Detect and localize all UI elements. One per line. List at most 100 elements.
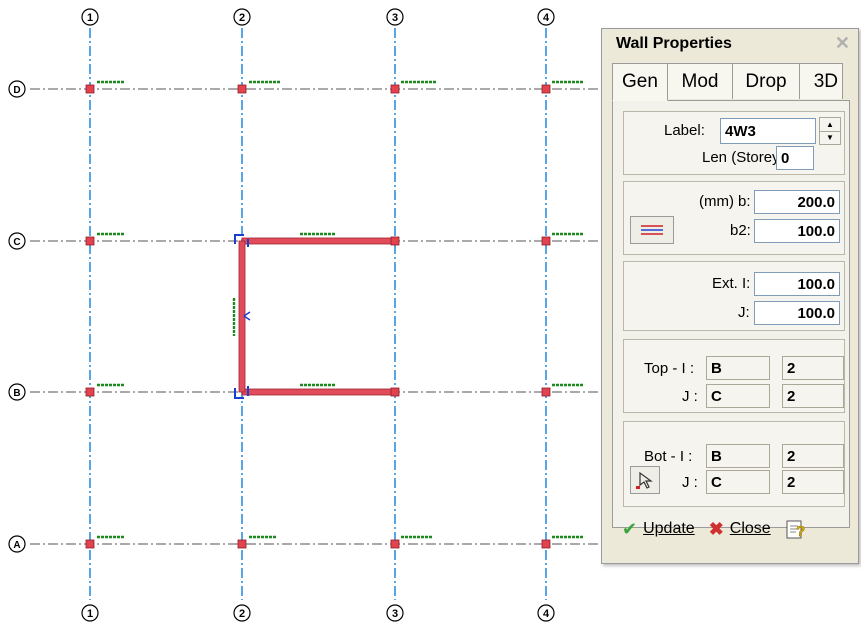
tab-mod-label: Mod	[681, 70, 719, 92]
selection-handle-top[interactable]	[234, 234, 249, 247]
node-C1[interactable]	[85, 236, 95, 246]
grid-bubble-3-top-label: 3	[392, 12, 398, 24]
label-spinner[interactable]: ▲ ▼	[819, 117, 841, 145]
tab-drop-label: Drop	[745, 70, 787, 92]
grid-bubble-D-label: D	[13, 85, 20, 96]
extension-group: Ext. I: 100.0 J: 100.0	[623, 261, 845, 331]
grid-bubble-1-top-label: 1	[87, 12, 93, 24]
help-icon: ?	[786, 520, 805, 540]
node-B3[interactable]	[390, 387, 400, 397]
grid-bubble-2-bottom-label: 2	[239, 608, 245, 620]
ext-j-input[interactable]: 100.0	[754, 301, 840, 325]
checkmark-icon: ✔	[622, 518, 638, 539]
top-group: Top - I : B 2 J : C 2	[623, 339, 845, 413]
bot-j-caption: J :	[682, 474, 698, 491]
wall-B-2-3[interactable]	[241, 388, 396, 396]
svg-text:?: ?	[796, 523, 805, 540]
tab-strip: Gen Mod Drop 3D	[612, 63, 843, 101]
grid-bubble-2-bottom[interactable]	[233, 604, 251, 622]
top-i-grid[interactable]: B	[706, 356, 770, 380]
section-lines-icon	[641, 225, 663, 235]
grid-bubble-2-top[interactable]	[233, 8, 251, 26]
grid-bubble-3-bottom-label: 3	[392, 608, 398, 620]
node-C3[interactable]	[390, 236, 400, 246]
grid-bubble-B-label: B	[13, 388, 20, 399]
bottom-group: Bot - I : B 2 J : C 2	[623, 421, 845, 507]
top-i-caption: Top - I :	[644, 360, 695, 377]
grid-bubbles-top: 1 2 3 4	[81, 8, 555, 26]
bot-j-col[interactable]: 2	[782, 470, 844, 494]
node-A2[interactable]	[237, 539, 247, 549]
gen-tab-page: Label: 4W3 ▲ ▼ Len (Storey) 0 (mm) b: 20…	[612, 100, 850, 528]
top-i-col[interactable]: 2	[782, 356, 844, 380]
label-caption: Label:	[664, 122, 705, 139]
label-input[interactable]: 4W3	[720, 118, 816, 144]
ext-j-caption: J:	[738, 304, 750, 321]
spin-down-icon[interactable]: ▼	[826, 133, 834, 143]
section-style-button[interactable]	[630, 216, 674, 244]
node-B4[interactable]	[541, 387, 551, 397]
node-D3[interactable]	[390, 84, 400, 94]
tab-3d[interactable]: 3D	[799, 63, 843, 99]
node-A1[interactable]	[85, 539, 95, 549]
grid-bubble-4-bottom[interactable]	[537, 604, 555, 622]
grid-bubble-4-bottom-label: 4	[543, 608, 550, 620]
wall-direction-arrow	[243, 311, 251, 321]
node-A3[interactable]	[390, 539, 400, 549]
close-button[interactable]: ✖ Close	[709, 519, 771, 540]
grid-bubble-1-top[interactable]	[81, 8, 99, 26]
top-j-col[interactable]: 2	[782, 384, 844, 408]
grid-bubble-C-label: C	[13, 237, 20, 248]
bot-j-grid[interactable]: C	[706, 470, 770, 494]
top-j-caption: J :	[682, 388, 698, 405]
walls	[238, 237, 396, 396]
close-x-icon: ✖	[708, 518, 724, 539]
node-D1[interactable]	[85, 84, 95, 94]
grid-bubbles-bottom: 1 2 3 4	[81, 604, 555, 622]
b-caption: b:	[738, 193, 751, 210]
tab-gen[interactable]: Gen	[612, 63, 668, 101]
node-A4[interactable]	[541, 539, 551, 549]
selection-handle-bottom[interactable]	[234, 386, 249, 399]
node-D2[interactable]	[237, 84, 247, 94]
grid-bubble-3-bottom[interactable]	[386, 604, 404, 622]
section-group: (mm) b: 200.0 b2: 100.0	[623, 181, 845, 255]
grid-bubble-C[interactable]	[8, 232, 26, 250]
len-storey-caption: Len (Storey)	[702, 149, 785, 166]
column-nodes	[85, 84, 551, 549]
node-C4[interactable]	[541, 236, 551, 246]
b2-caption: b2:	[730, 222, 751, 239]
spin-up-icon[interactable]: ▲	[820, 118, 840, 132]
update-button[interactable]: ✔ Update	[622, 519, 695, 540]
bot-i-grid[interactable]: B	[706, 444, 770, 468]
close-icon[interactable]: ✕	[834, 33, 850, 53]
bot-i-col[interactable]: 2	[782, 444, 844, 468]
len-storey-input[interactable]: 0	[776, 146, 814, 170]
tab-mod[interactable]: Mod	[667, 63, 733, 99]
pick-cursor-icon	[636, 471, 653, 489]
selection-markers	[234, 234, 251, 399]
grid-bubble-1-bottom[interactable]	[81, 604, 99, 622]
help-button[interactable]: ?	[785, 518, 807, 540]
grid-bubble-D[interactable]	[8, 80, 26, 98]
node-D4[interactable]	[541, 84, 551, 94]
wall-C-2-3[interactable]	[241, 237, 396, 245]
top-j-grid[interactable]: C	[706, 384, 770, 408]
tab-drop[interactable]: Drop	[732, 63, 800, 99]
node-B1[interactable]	[85, 387, 95, 397]
panel-titlebar[interactable]: Wall Properties	[602, 29, 858, 59]
tab-gen-label: Gen	[622, 71, 658, 92]
vertical-grid-lines	[89, 28, 547, 600]
grid-bubble-4-top[interactable]	[537, 8, 555, 26]
ext-i-input[interactable]: 100.0	[754, 272, 840, 296]
panel-title: Wall Properties	[616, 35, 732, 52]
grid-bubble-A[interactable]	[8, 535, 26, 553]
b2-input[interactable]: 100.0	[754, 219, 840, 243]
grid-bubble-3-top[interactable]	[386, 8, 404, 26]
grid-bubble-B[interactable]	[8, 383, 26, 401]
pick-node-button[interactable]	[630, 466, 660, 494]
b-input[interactable]: 200.0	[754, 190, 840, 214]
units-caption: (mm)	[699, 193, 734, 210]
bot-i-caption: Bot - I :	[644, 448, 693, 465]
